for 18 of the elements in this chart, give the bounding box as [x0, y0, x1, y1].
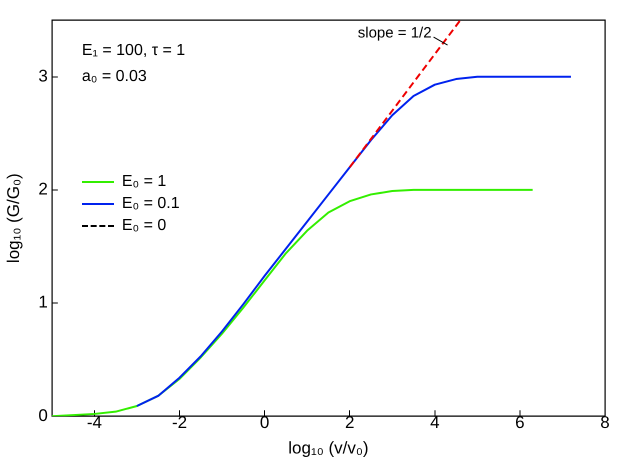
legend-label: E₀ = 0.1	[122, 194, 180, 213]
y-axis-title: log₁₀ (G/G₀)	[4, 173, 23, 264]
x-tick-label: 4	[430, 413, 440, 432]
y-tick-label: 2	[38, 180, 48, 199]
x-tick-label: -4	[86, 413, 102, 432]
x-axis-title: log₁₀ (v/v₀)	[288, 438, 369, 458]
x-tick-label: 6	[515, 413, 525, 432]
annotation: a₀ = 0.03	[82, 68, 147, 86]
y-tick-label: 3	[38, 66, 48, 86]
x-tick-label: 8	[600, 413, 610, 432]
legend-label: E₀ = 1	[122, 172, 166, 191]
x-tick-label: -2	[172, 413, 188, 432]
x-tick-label: 2	[344, 413, 354, 432]
y-tick-label: 1	[38, 292, 48, 312]
annotation: E₁ = 100, τ = 1	[82, 42, 186, 60]
legend-label: E₀ = 0	[122, 216, 166, 235]
annotation: slope = 1/2	[358, 24, 432, 42]
x-tick-label: 0	[260, 413, 270, 432]
